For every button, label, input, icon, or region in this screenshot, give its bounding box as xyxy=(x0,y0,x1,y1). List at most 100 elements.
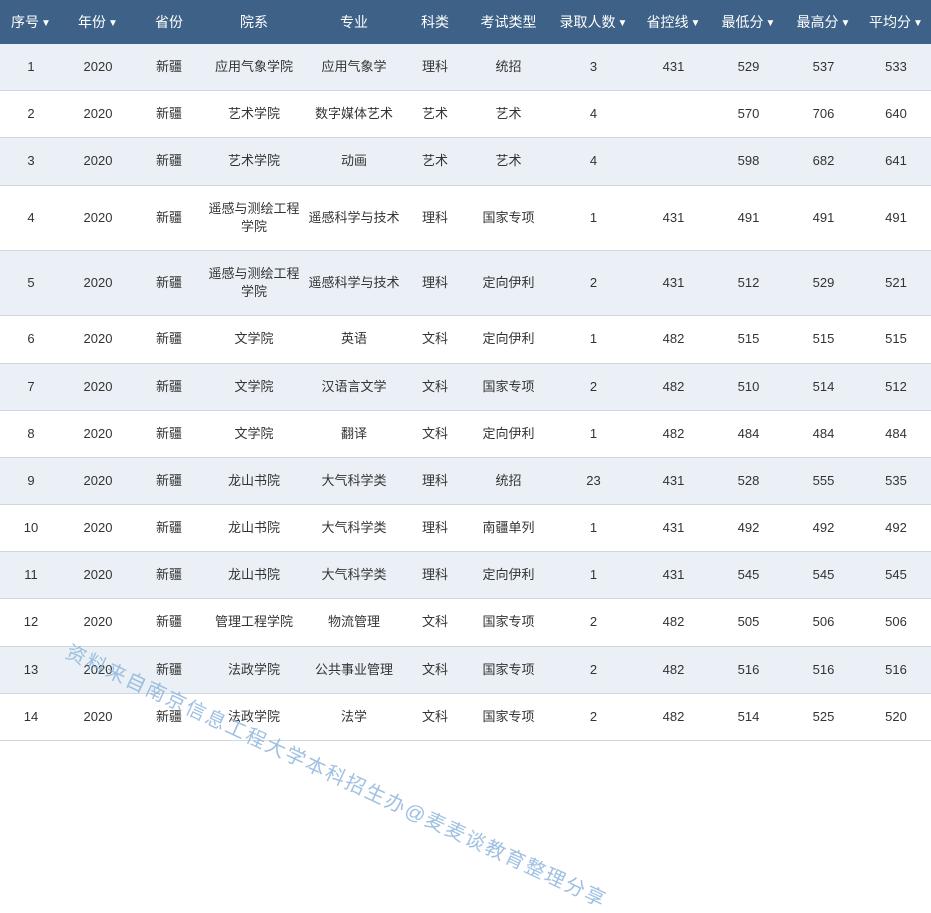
cell: 2 xyxy=(551,250,636,315)
cell: 文学院 xyxy=(204,410,304,457)
cell: 491 xyxy=(861,185,931,250)
col-header-label: 科类 xyxy=(421,14,449,30)
cell: 431 xyxy=(636,250,711,315)
cell: 2 xyxy=(0,91,62,138)
col-header-4: 专业 xyxy=(304,0,404,44)
cell: 数字媒体艺术 xyxy=(304,91,404,138)
cell: 理科 xyxy=(404,457,466,504)
col-header-10[interactable]: 最高分▼ xyxy=(786,0,861,44)
cell: 555 xyxy=(786,457,861,504)
cell: 新疆 xyxy=(134,363,204,410)
cell: 706 xyxy=(786,91,861,138)
cell: 5 xyxy=(0,250,62,315)
cell: 遥感与测绘工程学院 xyxy=(204,250,304,315)
cell: 定向伊利 xyxy=(466,316,551,363)
cell: 文科 xyxy=(404,316,466,363)
cell: 新疆 xyxy=(134,646,204,693)
col-header-11[interactable]: 平均分▼ xyxy=(861,0,931,44)
cell: 2020 xyxy=(62,599,134,646)
cell: 国家专项 xyxy=(466,363,551,410)
table-row: 52020新疆遥感与测绘工程学院遥感科学与技术理科定向伊利24315125295… xyxy=(0,250,931,315)
cell: 431 xyxy=(636,457,711,504)
cell: 529 xyxy=(786,250,861,315)
cell: 23 xyxy=(551,457,636,504)
cell: 2020 xyxy=(62,138,134,185)
cell: 文学院 xyxy=(204,363,304,410)
cell: 国家专项 xyxy=(466,646,551,693)
cell: 482 xyxy=(636,410,711,457)
cell: 3 xyxy=(0,138,62,185)
cell: 英语 xyxy=(304,316,404,363)
sort-icon: ▼ xyxy=(691,18,701,29)
cell: 国家专项 xyxy=(466,693,551,740)
cell: 10 xyxy=(0,505,62,552)
col-header-9[interactable]: 最低分▼ xyxy=(711,0,786,44)
cell: 515 xyxy=(861,316,931,363)
cell: 公共事业管理 xyxy=(304,646,404,693)
cell: 13 xyxy=(0,646,62,693)
cell: 2020 xyxy=(62,693,134,740)
cell: 431 xyxy=(636,185,711,250)
col-header-6: 考试类型 xyxy=(466,0,551,44)
cell: 2 xyxy=(551,646,636,693)
cell: 1 xyxy=(551,552,636,599)
table-row: 12020新疆应用气象学院应用气象学理科统招3431529537533 xyxy=(0,44,931,91)
col-header-0[interactable]: 序号▼ xyxy=(0,0,62,44)
cell: 545 xyxy=(861,552,931,599)
cell: 文科 xyxy=(404,410,466,457)
cell: 理科 xyxy=(404,552,466,599)
cell: 管理工程学院 xyxy=(204,599,304,646)
col-header-8[interactable]: 省控线▼ xyxy=(636,0,711,44)
table-body: 12020新疆应用气象学院应用气象学理科统招343152953753322020… xyxy=(0,44,931,741)
cell: 506 xyxy=(861,599,931,646)
table-row: 62020新疆文学院英语文科定向伊利1482515515515 xyxy=(0,316,931,363)
cell: 2020 xyxy=(62,44,134,91)
col-header-label: 年份 xyxy=(78,14,106,30)
cell: 2020 xyxy=(62,505,134,552)
cell: 艺术 xyxy=(466,138,551,185)
sort-icon: ▼ xyxy=(41,18,51,29)
cell: 新疆 xyxy=(134,552,204,599)
cell: 文科 xyxy=(404,599,466,646)
col-header-label: 最高分 xyxy=(797,14,839,30)
cell: 1 xyxy=(551,185,636,250)
col-header-label: 最低分 xyxy=(722,14,764,30)
table-row: 42020新疆遥感与测绘工程学院遥感科学与技术理科国家专项14314914914… xyxy=(0,185,931,250)
col-header-7[interactable]: 录取人数▼ xyxy=(551,0,636,44)
cell: 新疆 xyxy=(134,44,204,91)
cell: 2 xyxy=(551,599,636,646)
cell: 2020 xyxy=(62,552,134,599)
cell: 516 xyxy=(711,646,786,693)
cell: 龙山书院 xyxy=(204,552,304,599)
cell: 482 xyxy=(636,316,711,363)
cell: 2020 xyxy=(62,91,134,138)
cell: 龙山书院 xyxy=(204,505,304,552)
cell: 1 xyxy=(551,505,636,552)
cell xyxy=(636,91,711,138)
cell: 482 xyxy=(636,646,711,693)
cell: 520 xyxy=(861,693,931,740)
sort-icon: ▼ xyxy=(766,18,776,29)
cell: 龙山书院 xyxy=(204,457,304,504)
col-header-label: 院系 xyxy=(240,14,268,30)
cell: 文学院 xyxy=(204,316,304,363)
cell: 理科 xyxy=(404,250,466,315)
cell: 艺术学院 xyxy=(204,138,304,185)
cell: 新疆 xyxy=(134,250,204,315)
admission-score-table: 序号▼年份▼省份院系专业科类考试类型录取人数▼省控线▼最低分▼最高分▼平均分▼ … xyxy=(0,0,931,741)
cell: 艺术学院 xyxy=(204,91,304,138)
cell: 国家专项 xyxy=(466,599,551,646)
cell: 物流管理 xyxy=(304,599,404,646)
cell: 2020 xyxy=(62,185,134,250)
cell: 1 xyxy=(551,316,636,363)
cell: 2 xyxy=(551,693,636,740)
cell: 506 xyxy=(786,599,861,646)
cell: 7 xyxy=(0,363,62,410)
cell: 定向伊利 xyxy=(466,552,551,599)
table-row: 122020新疆管理工程学院物流管理文科国家专项2482505506506 xyxy=(0,599,931,646)
col-header-1[interactable]: 年份▼ xyxy=(62,0,134,44)
cell: 484 xyxy=(861,410,931,457)
cell: 统招 xyxy=(466,44,551,91)
table-row: 102020新疆龙山书院大气科学类理科南疆单列1431492492492 xyxy=(0,505,931,552)
cell: 8 xyxy=(0,410,62,457)
